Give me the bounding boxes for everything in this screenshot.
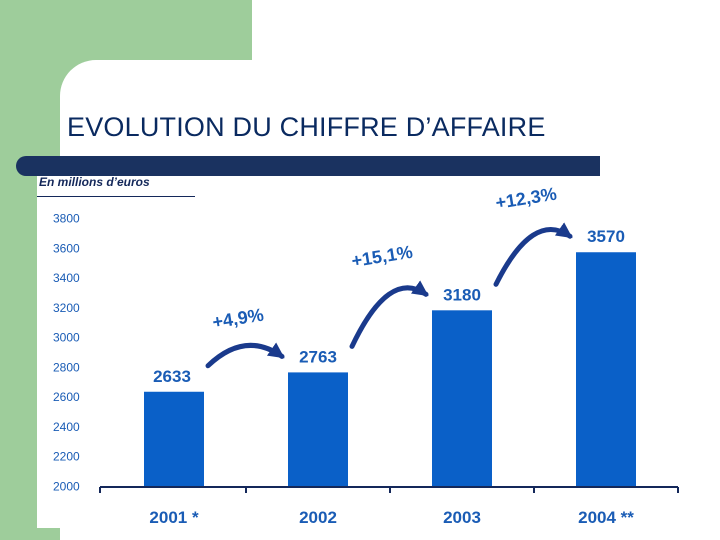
unit-label: En millions d’euros: [39, 175, 150, 189]
unit-label-rule: [37, 196, 195, 197]
y-tick-label: 2000: [53, 480, 80, 494]
x-tick-label: 2003: [443, 508, 481, 527]
y-tick-label: 2600: [53, 390, 80, 404]
bar: [288, 372, 348, 486]
growth-label: +15,1%: [350, 242, 414, 271]
growth-label: +4,9%: [211, 305, 265, 333]
y-tick-label: 2800: [53, 360, 80, 374]
x-tick-label: 2001 *: [149, 508, 199, 527]
bar: [576, 252, 636, 486]
bar-value-label: 3570: [587, 227, 625, 246]
growth-arrow: [493, 222, 573, 287]
y-tick-label: 2200: [53, 450, 80, 464]
growth-label: +12,3%: [494, 184, 558, 213]
y-tick-label: 3800: [53, 212, 80, 226]
x-tick-label: 2004 **: [578, 508, 634, 527]
y-tick-label: 3200: [53, 301, 80, 315]
y-tick-label: 3400: [53, 271, 80, 285]
bar-value-label: 3180: [443, 285, 481, 304]
growth-arrows: +4,9% +15,1% +12,3%: [205, 184, 573, 369]
x-axis: [99, 486, 679, 493]
y-tick-label: 3000: [53, 331, 80, 345]
y-axis-tick-labels: 2000 2200 2400 2600 2800 3000 3200 3400 3600 3800: [53, 212, 80, 494]
slide-title: EVOLUTION DU CHIFFRE D’AFFAIRE: [67, 112, 546, 142]
bar: [432, 310, 492, 486]
y-tick-label: 3600: [53, 241, 80, 255]
bar-value-label: 2763: [299, 347, 337, 366]
bar-value-labels: 2633 2763 3180 3570: [153, 227, 625, 386]
growth-arrow: [349, 280, 429, 349]
title-underline-bar: [16, 156, 600, 176]
bar: [144, 391, 204, 486]
growth-arrow: [205, 342, 285, 369]
x-axis-tick-labels: 2001 * 2002 2003 2004 **: [149, 508, 634, 527]
bars: [144, 252, 636, 486]
y-tick-label: 2400: [53, 420, 80, 434]
x-tick-label: 2002: [299, 508, 337, 527]
bar-value-label: 2633: [153, 367, 191, 386]
